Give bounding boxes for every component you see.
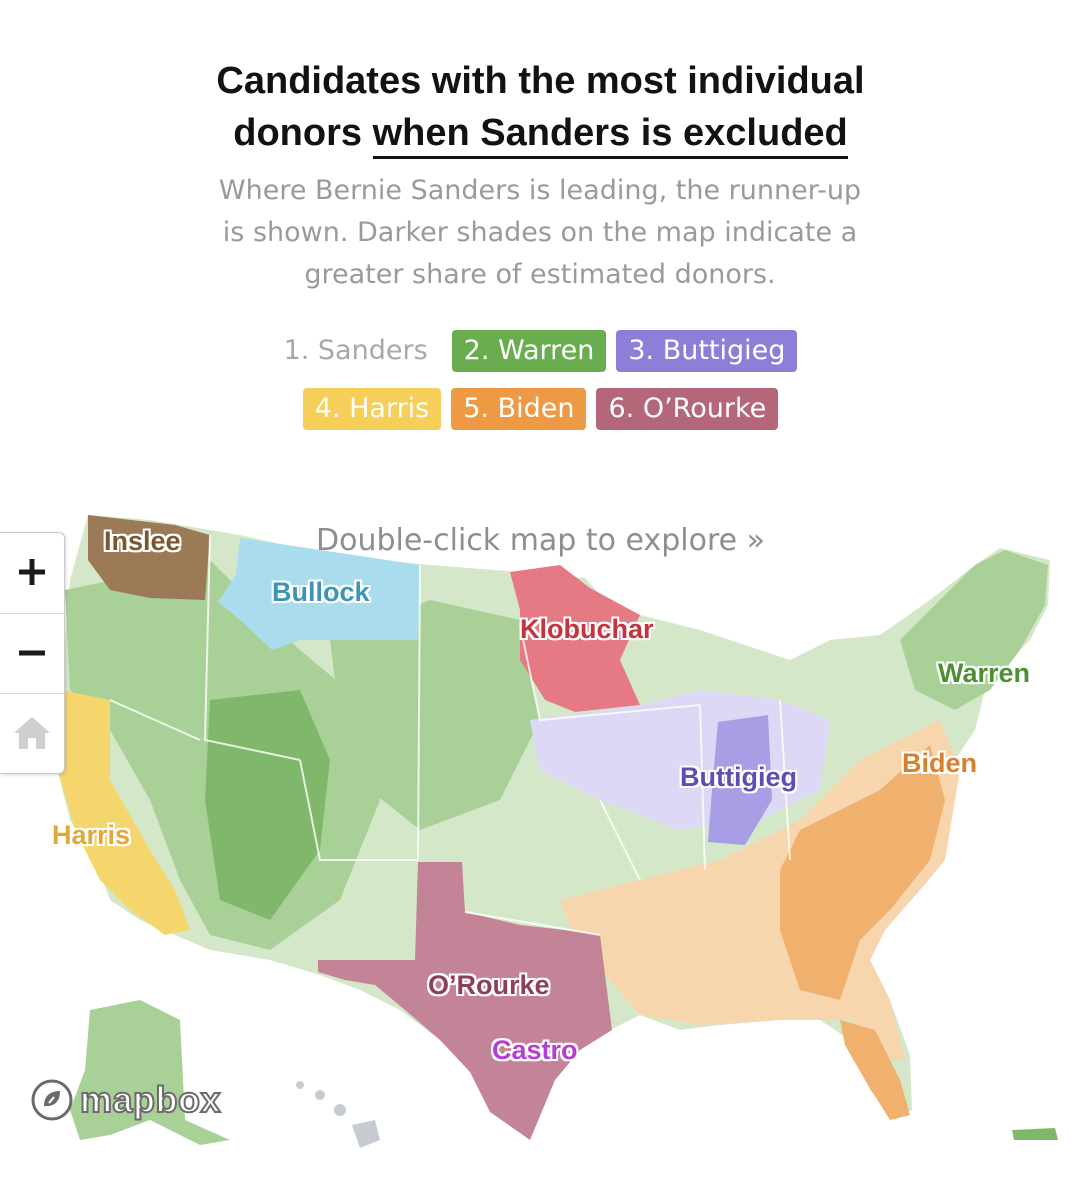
- zoom-in-button[interactable]: [0, 533, 64, 611]
- hawaii-shape: [296, 1081, 380, 1148]
- label-castro: Castro: [492, 1035, 578, 1065]
- mapbox-icon: [31, 1079, 73, 1121]
- region-orourke: [318, 862, 612, 1140]
- headline-underlined-phrase: when Sanders is excluded: [372, 112, 848, 159]
- label-orourke: O’Rourke: [428, 970, 550, 1000]
- subheadline-line-1: Where Bernie Sanders is leading, the run…: [218, 175, 862, 206]
- map-explore-hint: Double-click map to explore »: [316, 523, 765, 558]
- puerto-rico-shape: [1012, 1128, 1058, 1140]
- region-klobuchar: [510, 565, 640, 712]
- home-icon: [14, 717, 50, 749]
- state-borders: [109, 534, 791, 936]
- label-buttigieg: Buttigieg: [680, 762, 797, 792]
- mapbox-logo[interactable]: mapbox: [30, 1078, 222, 1122]
- region-bullock: [218, 538, 420, 650]
- minus-icon: [19, 650, 45, 656]
- label-inslee: Inslee: [104, 526, 181, 556]
- legend-item-warren: 2. Warren: [451, 330, 607, 372]
- legend-item-sanders: 1. Sanders: [283, 335, 428, 366]
- region-biden-florida: [840, 1020, 910, 1120]
- region-buttigieg: [708, 715, 772, 845]
- alaska-shape: [70, 1000, 230, 1145]
- headline-line-2-prefix: donors: [233, 112, 373, 154]
- map-controls: [0, 532, 65, 774]
- label-bullock: Bullock: [272, 577, 370, 607]
- plus-icon: [19, 559, 45, 585]
- region-inslee: [88, 515, 210, 600]
- region-plains-warren: [330, 600, 540, 830]
- legend-row-2: 4. Harris 5. Biden 6. O’Rourke: [0, 388, 1081, 430]
- legend-item-biden: 5. Biden: [451, 388, 587, 430]
- region-northeast-warren: [900, 550, 1048, 710]
- label-biden: Biden: [902, 748, 978, 778]
- headline-line-1: Candidates with the most individual: [216, 60, 865, 102]
- subheadline: Where Bernie Sanders is leading, the run…: [170, 170, 910, 296]
- subheadline-line-3: greater share of estimated donors.: [304, 259, 776, 290]
- label-klobuchar: Klobuchar: [520, 614, 654, 644]
- legend-item-orourke: 6. O’Rourke: [596, 388, 779, 430]
- label-harris: Harris: [52, 820, 131, 850]
- mapbox-wordmark: mapbox: [79, 1078, 222, 1121]
- zoom-out-button[interactable]: [0, 613, 64, 692]
- label-warren: Warren: [938, 658, 1031, 688]
- headline: Candidates with the most individual dono…: [0, 55, 1081, 159]
- us-donor-map[interactable]: [0, 480, 1081, 1200]
- reset-view-button[interactable]: [0, 693, 64, 772]
- region-biden: [780, 745, 945, 1000]
- legend-item-buttigieg: 3. Buttigieg: [616, 330, 798, 372]
- subheadline-line-2: is shown. Darker shades on the map indic…: [222, 217, 858, 248]
- region-harris: [55, 690, 190, 935]
- legend-row-1: 1. Sanders 2. Warren 3. Buttigieg: [0, 330, 1081, 372]
- legend-item-harris: 4. Harris: [302, 388, 442, 430]
